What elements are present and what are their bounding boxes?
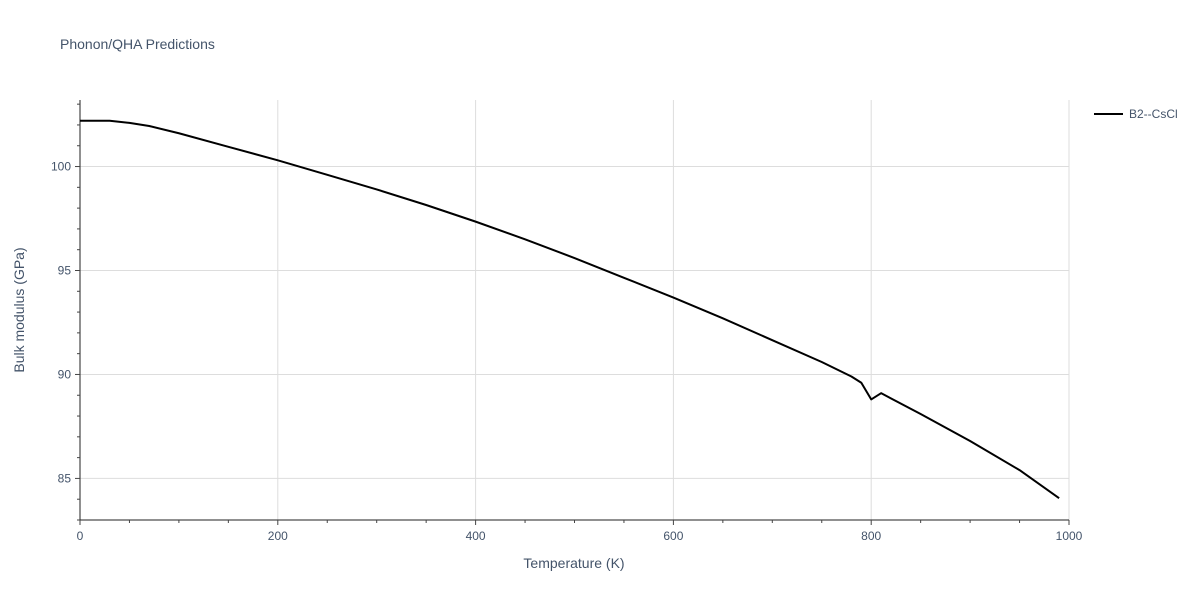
x-tick-label: 200 xyxy=(268,529,288,543)
grid-layer xyxy=(80,100,1070,520)
series-line xyxy=(80,119,1060,499)
y-tick-label: 90 xyxy=(58,367,72,381)
chart-title: Phonon/QHA Predictions xyxy=(60,36,215,52)
y-tick-label: 85 xyxy=(58,471,72,485)
x-axis-title: Temperature (K) xyxy=(523,555,624,571)
legend-label: B2--CsCl xyxy=(1129,107,1178,121)
legend-item[interactable]: B2--CsCl xyxy=(1094,107,1178,121)
x-tick-label: 800 xyxy=(861,529,881,543)
series-layer xyxy=(80,119,1060,499)
legend[interactable]: B2--CsCl xyxy=(1094,107,1178,121)
axes-layer: 0 200 400 600 800 1000 85 90 95 100 xyxy=(51,100,1083,543)
y-tick-label: 95 xyxy=(58,263,72,277)
x-tick-label: 400 xyxy=(466,529,486,543)
x-tick-label: 0 xyxy=(77,529,84,543)
y-axis-title: Bulk modulus (GPa) xyxy=(11,247,27,372)
x-tick-label: 1000 xyxy=(1056,529,1083,543)
y-tick-label: 100 xyxy=(51,160,71,174)
x-tick-label: 600 xyxy=(663,529,683,543)
